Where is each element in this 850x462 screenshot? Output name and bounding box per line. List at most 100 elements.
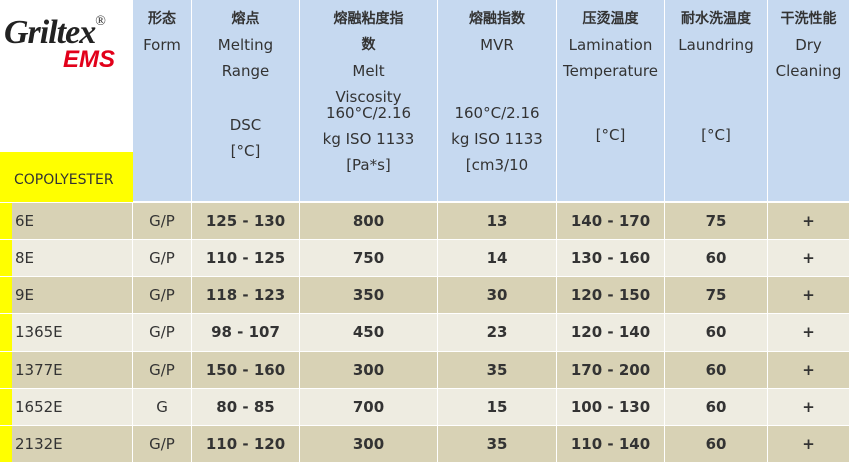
header-unit: 160°C/2.16 kg ISO 1133 [cm3/10 <box>438 100 556 178</box>
unit-line: 160°C/2.16 <box>454 104 540 122</box>
table-cell: 110 - 125 <box>192 240 299 277</box>
header-cn: 熔点 <box>231 11 260 27</box>
table-cell: 75 <box>665 203 767 240</box>
table-cell: 350 <box>300 277 437 314</box>
product-name: 1377E <box>0 351 132 388</box>
table-cell: + <box>768 314 849 351</box>
table-cell: 110 - 140 <box>557 425 664 462</box>
table-cell: 35 <box>438 351 556 388</box>
header-unit: [°C] <box>665 122 767 148</box>
table-cell: 450 <box>300 314 437 351</box>
product-name: 1652E <box>0 388 132 425</box>
table-cell: 60 <box>665 425 767 462</box>
header-cn: 耐水洗温度 <box>681 11 751 27</box>
header-title: 熔融指数 MVR <box>438 6 556 58</box>
header-cell: 干洗性能 Dry Cleaning <box>768 0 849 201</box>
header-en: Lamination <box>568 36 653 54</box>
table-cell: 800 <box>300 203 437 240</box>
table-cell: 140 - 170 <box>557 203 664 240</box>
table-cell: 700 <box>300 388 437 425</box>
unit-line: [Pa*s] <box>346 156 391 174</box>
table-cell: 75 <box>665 277 767 314</box>
header-unit: [°C] <box>557 122 664 148</box>
table-cell: 23 <box>438 314 556 351</box>
unit-line: kg ISO 1133 <box>451 130 543 148</box>
header-en: Cleaning <box>775 62 842 80</box>
table-cell: + <box>768 277 849 314</box>
table-cell: G/P <box>133 351 191 388</box>
header-cn: 形态 <box>148 11 176 27</box>
table-cell: 60 <box>665 388 767 425</box>
table-cell: + <box>768 351 849 388</box>
header-en: Laundring <box>678 36 754 54</box>
table-cell: 100 - 130 <box>557 388 664 425</box>
header-cn: 熔融粘度指 <box>333 11 404 27</box>
header-en: Range <box>221 62 270 80</box>
company: EMS <box>62 46 115 73</box>
header-title: 熔融粘度指数 Melt Viscosity <box>300 6 437 110</box>
header-cell: 熔融粘度指数 Melt Viscosity 160°C/2.16 kg ISO 1133… <box>300 0 437 201</box>
table-cell: + <box>768 240 849 277</box>
header-title: 熔点 Melting Range <box>192 6 299 84</box>
unit-line: [cm3/10 <box>465 156 529 174</box>
registered-mark: ® <box>95 14 106 29</box>
table-cell: 150 - 160 <box>192 351 299 388</box>
table-cell: G/P <box>133 203 191 240</box>
logo: Griltex® EMS <box>4 14 129 74</box>
table-cell: G <box>133 388 191 425</box>
table-cell: G/P <box>133 314 191 351</box>
table-cell: 170 - 200 <box>557 351 664 388</box>
brand: Griltex <box>4 14 96 51</box>
header-cn: 干洗性能 <box>780 11 837 27</box>
header-title: 耐水洗温度 Laundring <box>665 6 767 58</box>
unit-line: DSC <box>229 116 262 134</box>
header-cn: 压烫温度 <box>582 11 639 27</box>
table-cell: 110 - 120 <box>192 425 299 462</box>
table-cell: 750 <box>300 240 437 277</box>
table-cell: 120 - 140 <box>557 314 664 351</box>
table-cell: 98 - 107 <box>192 314 299 351</box>
header-en: Form <box>143 36 181 54</box>
header-cell: 形态 Form <box>133 0 191 201</box>
header-cn: 数 <box>361 37 376 53</box>
table-cell: G/P <box>133 425 191 462</box>
product-name: 1365E <box>0 314 132 351</box>
header-en: Melting <box>217 36 274 54</box>
table-cell: 30 <box>438 277 556 314</box>
product-name: 8E <box>0 240 132 277</box>
header-cn: 熔融指数 <box>469 11 525 27</box>
table-cell: 13 <box>438 203 556 240</box>
table-cell: 60 <box>665 314 767 351</box>
header-en: Dry <box>795 36 822 54</box>
table-cell: 15 <box>438 388 556 425</box>
header-title: 压烫温度 Lamination Temperature <box>557 6 664 84</box>
table-cell: 300 <box>300 425 437 462</box>
table-cell: 120 - 150 <box>557 277 664 314</box>
table-cell: 80 - 85 <box>192 388 299 425</box>
table-cell: + <box>768 388 849 425</box>
header-unit: 160°C/2.16 kg ISO 1133 [Pa*s] <box>300 100 437 178</box>
unit-line: 160°C/2.16 <box>325 104 412 122</box>
header-cell: 耐水洗温度 Laundring [°C] <box>665 0 767 201</box>
header-title: 形态 Form <box>133 6 191 58</box>
header-en: Melt <box>352 62 385 80</box>
table-cell: 125 - 130 <box>192 203 299 240</box>
header-en: Temperature <box>562 62 659 80</box>
product-name: 2132E <box>0 425 132 462</box>
table-cell: 35 <box>438 425 556 462</box>
header-unit: DSC [°C] <box>192 112 299 164</box>
unit-line: kg ISO 1133 <box>322 130 415 148</box>
category-label: COPOLYESTER <box>0 152 133 202</box>
product-name: 6E <box>0 203 132 240</box>
header-en: Viscosity <box>335 88 402 106</box>
category-text: COPOLYESTER <box>14 172 114 188</box>
table-cell: 60 <box>665 240 767 277</box>
table-cell: + <box>768 425 849 462</box>
header-en: MVR <box>480 36 514 54</box>
table-cell: 300 <box>300 351 437 388</box>
header-cell: 熔点 Melting Range DSC [°C] <box>192 0 299 201</box>
table-cell: G/P <box>133 277 191 314</box>
unit-line: [°C] <box>701 126 731 144</box>
table-cell: + <box>768 203 849 240</box>
